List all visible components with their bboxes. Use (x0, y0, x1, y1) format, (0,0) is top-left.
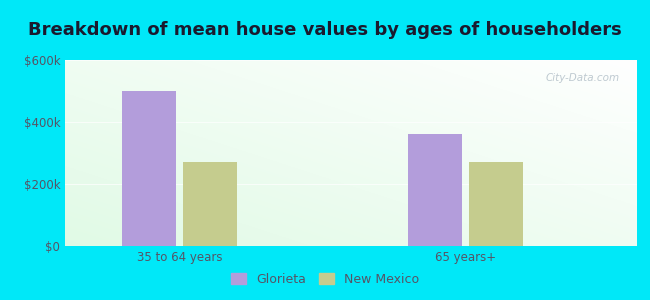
Bar (183, 162, 237, 246)
Text: City-Data.com: City-Data.com (546, 73, 620, 83)
Bar (469, 162, 523, 246)
Legend: Glorieta, New Mexico: Glorieta, New Mexico (226, 268, 424, 291)
Bar (122, 91, 176, 246)
Text: Breakdown of mean house values by ages of householders: Breakdown of mean house values by ages o… (28, 21, 622, 39)
Bar (408, 134, 461, 246)
